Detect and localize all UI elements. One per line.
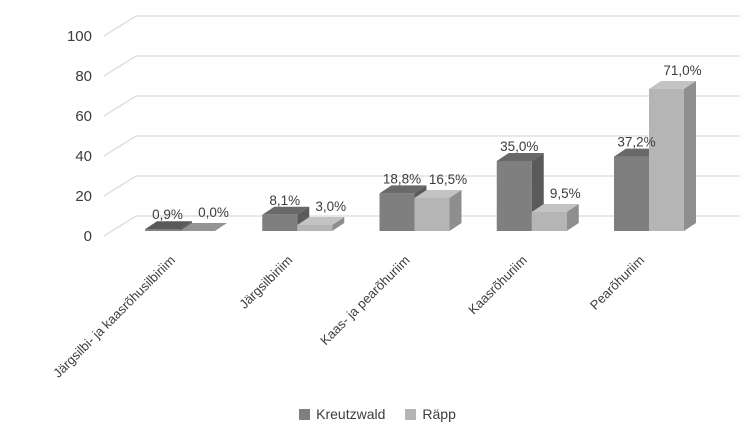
- gridline: [103, 55, 740, 77]
- bar-data-label: 0,9%: [152, 207, 183, 222]
- y-axis-tick-label: 100: [67, 28, 92, 45]
- bar-data-label: 71,0%: [663, 63, 701, 78]
- bar-top-face: [145, 221, 192, 230]
- bar-data-label: 37,2%: [617, 135, 655, 150]
- y-axis-tick-label: 60: [75, 108, 92, 125]
- bar-data-label: 9,5%: [550, 186, 581, 201]
- y-axis-tick-label: 80: [75, 68, 92, 85]
- bar-side-face: [684, 81, 696, 231]
- x-axis-category-label: Kaasrõhuriim: [465, 253, 530, 318]
- bar-side-face: [449, 190, 462, 231]
- bar-data-label: 3,0%: [315, 199, 346, 214]
- legend-swatch-kreutzwald: [299, 408, 311, 420]
- bar-top-face: [496, 153, 544, 161]
- x-axis-category-label: Järgsilbi- ja kaasrõhusilbiriim: [50, 253, 178, 381]
- bar-front-face: [614, 156, 649, 231]
- y-axis-tick-label: 40: [75, 148, 92, 165]
- bar-top-face: [531, 204, 579, 212]
- bar-data-label: 18,8%: [383, 171, 421, 186]
- bar-front-face: [649, 89, 684, 231]
- y-axis-tick-label: 20: [75, 188, 92, 205]
- x-axis-category-label: Kaas- ja pearõhuriim: [317, 253, 412, 348]
- bar-top-face: [414, 190, 462, 198]
- bar-top-face: [297, 217, 345, 225]
- bar-data-label: 0,0%: [198, 205, 229, 220]
- gridline: [103, 15, 740, 37]
- legend-swatch-rapp: [405, 408, 417, 420]
- bar-data-label: 35,0%: [500, 139, 538, 154]
- y-axis-tick-label: 0: [84, 228, 92, 245]
- bar-front-face: [297, 225, 333, 231]
- bar-front-face: [262, 214, 298, 231]
- bar-side-face: [332, 217, 345, 231]
- bar-data-label: 16,5%: [429, 172, 467, 187]
- bar-front-face: [145, 229, 180, 231]
- bar-top-face: [180, 223, 227, 231]
- bar-front-face: [496, 161, 532, 231]
- gridline: [103, 135, 740, 157]
- bar-front-face: [379, 193, 415, 231]
- bar-side-face: [566, 204, 579, 231]
- legend-item-rapp: Räpp: [405, 406, 456, 422]
- chart-legend: Kreutzwald Räpp: [0, 406, 755, 422]
- gridline: [103, 95, 740, 117]
- x-axis-category-label: Järgsilbiriim: [236, 253, 295, 312]
- legend-label-kreutzwald: Kreutzwald: [316, 406, 386, 422]
- bar-front-face: [531, 212, 567, 231]
- bar-top-face: [262, 206, 310, 215]
- legend-label-rapp: Räpp: [422, 406, 456, 422]
- bar-side-face: [180, 221, 192, 231]
- legend-item-kreutzwald: Kreutzwald: [299, 406, 385, 422]
- bar-data-label: 8,1%: [269, 193, 300, 208]
- bar-front-face: [414, 198, 450, 231]
- bar-top-face: [379, 185, 427, 194]
- x-axis-category-label: Pearõhuriim: [587, 253, 647, 313]
- bar-top-face: [649, 81, 696, 89]
